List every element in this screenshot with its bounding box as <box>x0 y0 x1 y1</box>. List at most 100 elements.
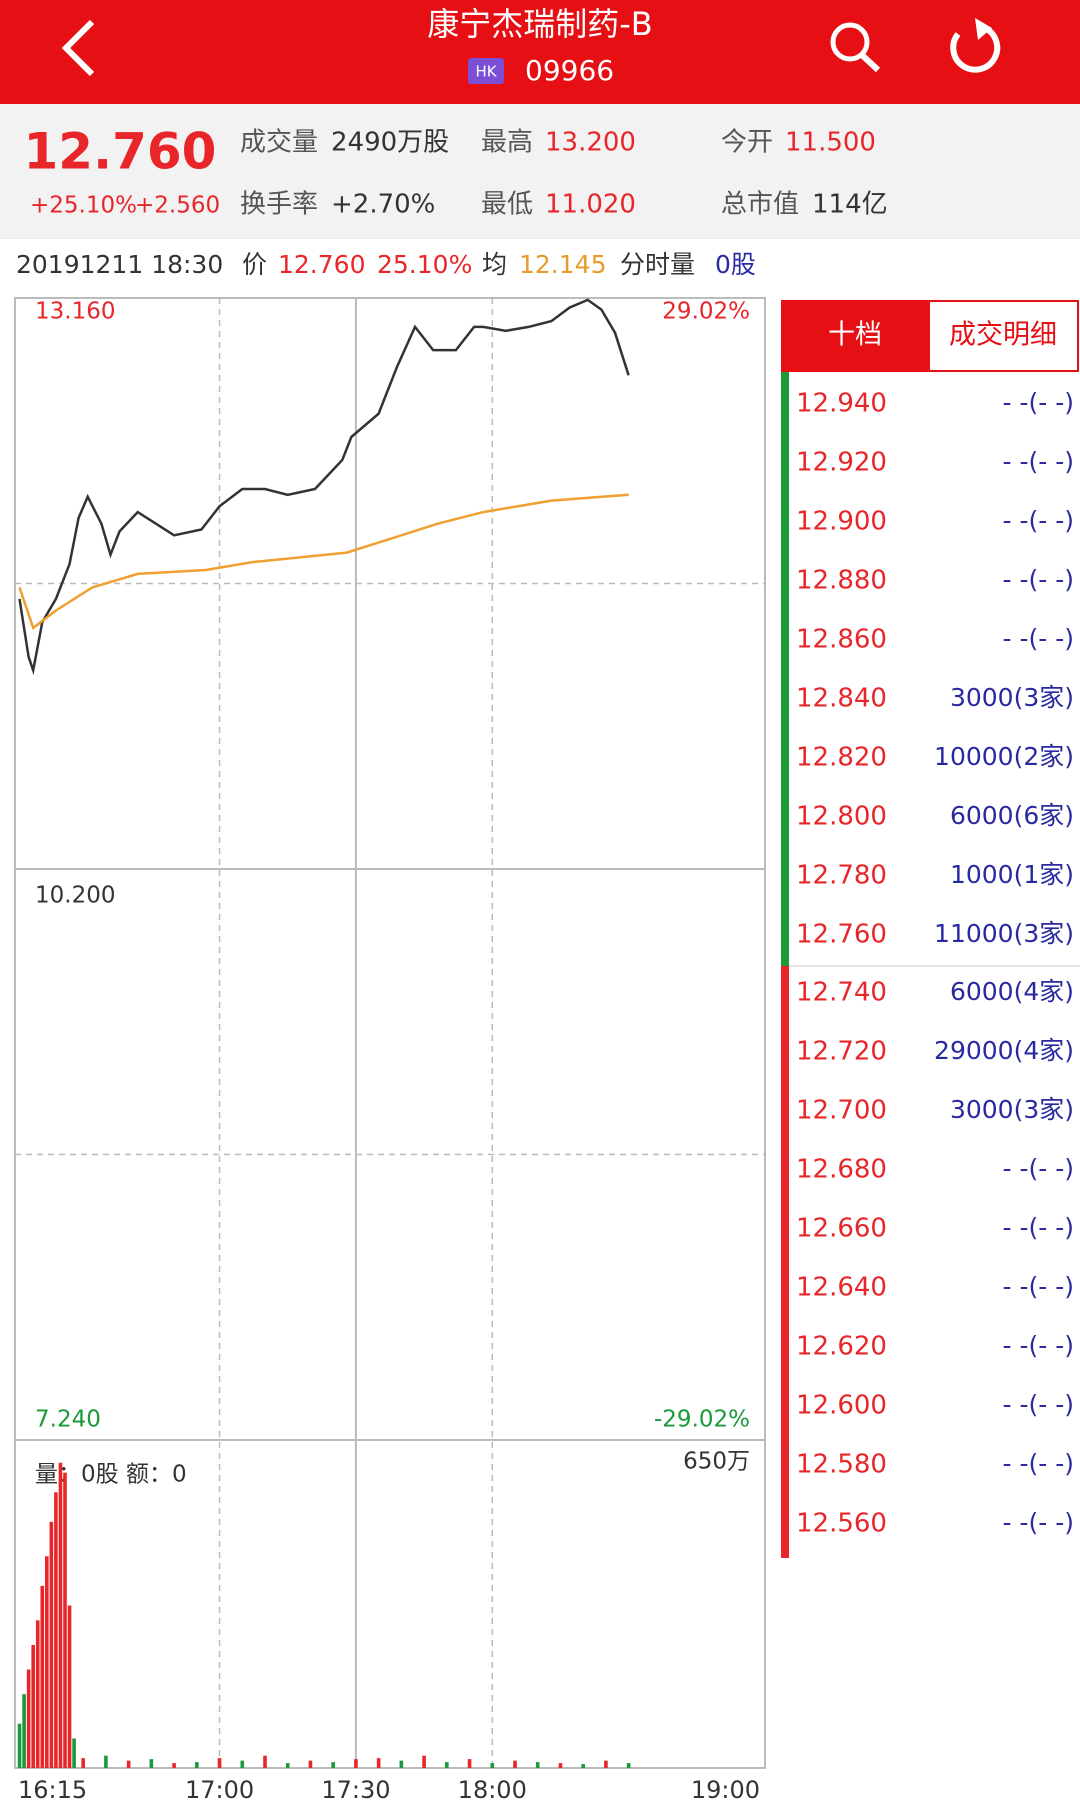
book-qty: - -(- -) <box>1003 1213 1074 1242</box>
book-qty: - -(- -) <box>1003 447 1074 476</box>
book-qty: - -(- -) <box>1003 1390 1074 1419</box>
tab-label[interactable]: 成交明细 <box>949 320 1057 351</box>
market-badge <box>468 58 504 84</box>
volume-bar <box>195 1762 199 1768</box>
volume-bar <box>40 1585 45 1768</box>
field-value: 11.500 <box>785 128 876 158</box>
price-line <box>18 298 630 676</box>
field-value: 2490万股 <box>331 128 449 158</box>
book-qty: - -(- -) <box>1003 1449 1074 1478</box>
book-price: 12.860 <box>796 625 887 655</box>
book-price: 12.700 <box>796 1096 887 1126</box>
volume-bar <box>331 1762 335 1768</box>
tab-label[interactable]: 十档 <box>828 320 882 351</box>
change-pct: +25.10% <box>30 193 137 219</box>
volume-bar <box>490 1763 495 1768</box>
book-qty: - -(- -) <box>1003 1272 1074 1301</box>
volume-bar <box>67 1605 72 1768</box>
book-qty: 3000(3家) <box>950 683 1074 712</box>
book-price: 12.800 <box>796 802 887 832</box>
info-text: 0股 <box>715 250 756 279</box>
volume-bar <box>63 1472 67 1768</box>
volume-bar <box>558 1763 563 1768</box>
volume-bar <box>376 1758 381 1768</box>
volume-bar <box>31 1644 35 1768</box>
volume-bar <box>49 1521 54 1768</box>
ask-side-bar <box>781 372 789 966</box>
book-price: 12.840 <box>796 684 887 714</box>
book-qty: - -(- -) <box>1003 506 1074 535</box>
book-qty: 3000(3家) <box>950 1095 1074 1124</box>
y-tick-label: 7.240 <box>35 1407 101 1433</box>
volume-bar <box>467 1759 472 1768</box>
volume-bar <box>513 1760 517 1768</box>
tab-active[interactable] <box>781 300 929 372</box>
volume-bar <box>535 1762 540 1768</box>
book-price: 12.880 <box>796 566 887 596</box>
volume-bar <box>581 1764 585 1768</box>
book-price: 12.640 <box>796 1273 887 1303</box>
refresh-button[interactable] <box>950 18 1001 73</box>
info-text: 12.145 <box>519 250 606 279</box>
volume-bar <box>354 1759 358 1768</box>
volume-bar <box>422 1755 426 1768</box>
volume-bar <box>45 1556 49 1768</box>
volume-bar <box>26 1669 31 1768</box>
book-price: 12.940 <box>796 389 887 419</box>
stock-title: 康宁杰瑞制药-B <box>427 5 653 43</box>
info-text: 均 <box>482 250 507 279</box>
quote-panel <box>0 104 1080 237</box>
volume-bar <box>81 1758 85 1768</box>
field-label: 今开 <box>721 128 773 158</box>
book-price: 12.760 <box>796 920 887 950</box>
y-tick-label: 10.200 <box>35 883 115 909</box>
stock-code: 09966 <box>525 54 614 87</box>
book-price: 12.660 <box>796 1214 887 1244</box>
book-qty: 6000(4家) <box>950 977 1074 1006</box>
field-value: +2.70% <box>331 190 435 220</box>
field-value: 114亿 <box>812 190 888 220</box>
percent-label: -29.02% <box>654 1407 750 1433</box>
book-qty: 6000(6家) <box>950 801 1074 830</box>
top-bar <box>0 0 1080 104</box>
volume-bar <box>604 1760 608 1768</box>
book-price: 12.680 <box>796 1155 887 1185</box>
field-label: 最高 <box>481 128 533 158</box>
book-price: 12.600 <box>796 1391 887 1421</box>
field-label: 换手率 <box>240 190 318 220</box>
info-text: 20191211 18:30 <box>16 250 223 279</box>
field-value: 13.200 <box>545 128 636 158</box>
volume-label: 量：0股 额：0 <box>35 1462 187 1488</box>
price-line <box>18 493 629 630</box>
search-button[interactable] <box>830 22 881 73</box>
volume-bar <box>399 1760 404 1768</box>
volume-tick-label: 650万 <box>683 1449 750 1475</box>
field-label: 总市值 <box>721 190 799 220</box>
back-button[interactable] <box>61 19 95 77</box>
book-qty: - -(- -) <box>1003 565 1074 594</box>
volume-bar <box>72 1738 76 1768</box>
volume-bar <box>445 1762 449 1768</box>
volume-bar <box>285 1763 290 1768</box>
volume-bar <box>54 1492 58 1768</box>
info-text: 价 <box>242 250 267 279</box>
book-qty: - -(- -) <box>1003 1331 1074 1360</box>
book-qty: - -(- -) <box>1003 1154 1074 1183</box>
last-price: 12.760 <box>24 123 217 181</box>
tab[interactable] <box>928 300 1079 372</box>
volume-bar <box>626 1763 631 1768</box>
chart-frame <box>14 297 766 1769</box>
volume-bar <box>126 1760 131 1768</box>
book-price: 12.740 <box>796 978 887 1008</box>
volume-bar <box>17 1723 22 1768</box>
volume-bar <box>58 1462 63 1768</box>
field-label: 成交量 <box>240 128 318 158</box>
book-qty: 29000(4家) <box>934 1036 1074 1065</box>
book-price: 12.920 <box>796 448 887 478</box>
book-price: 12.900 <box>796 507 887 537</box>
book-price: 12.820 <box>796 743 887 773</box>
market-label: HK <box>475 63 497 81</box>
field-label: 最低 <box>481 190 533 220</box>
volume-bar <box>104 1755 108 1768</box>
